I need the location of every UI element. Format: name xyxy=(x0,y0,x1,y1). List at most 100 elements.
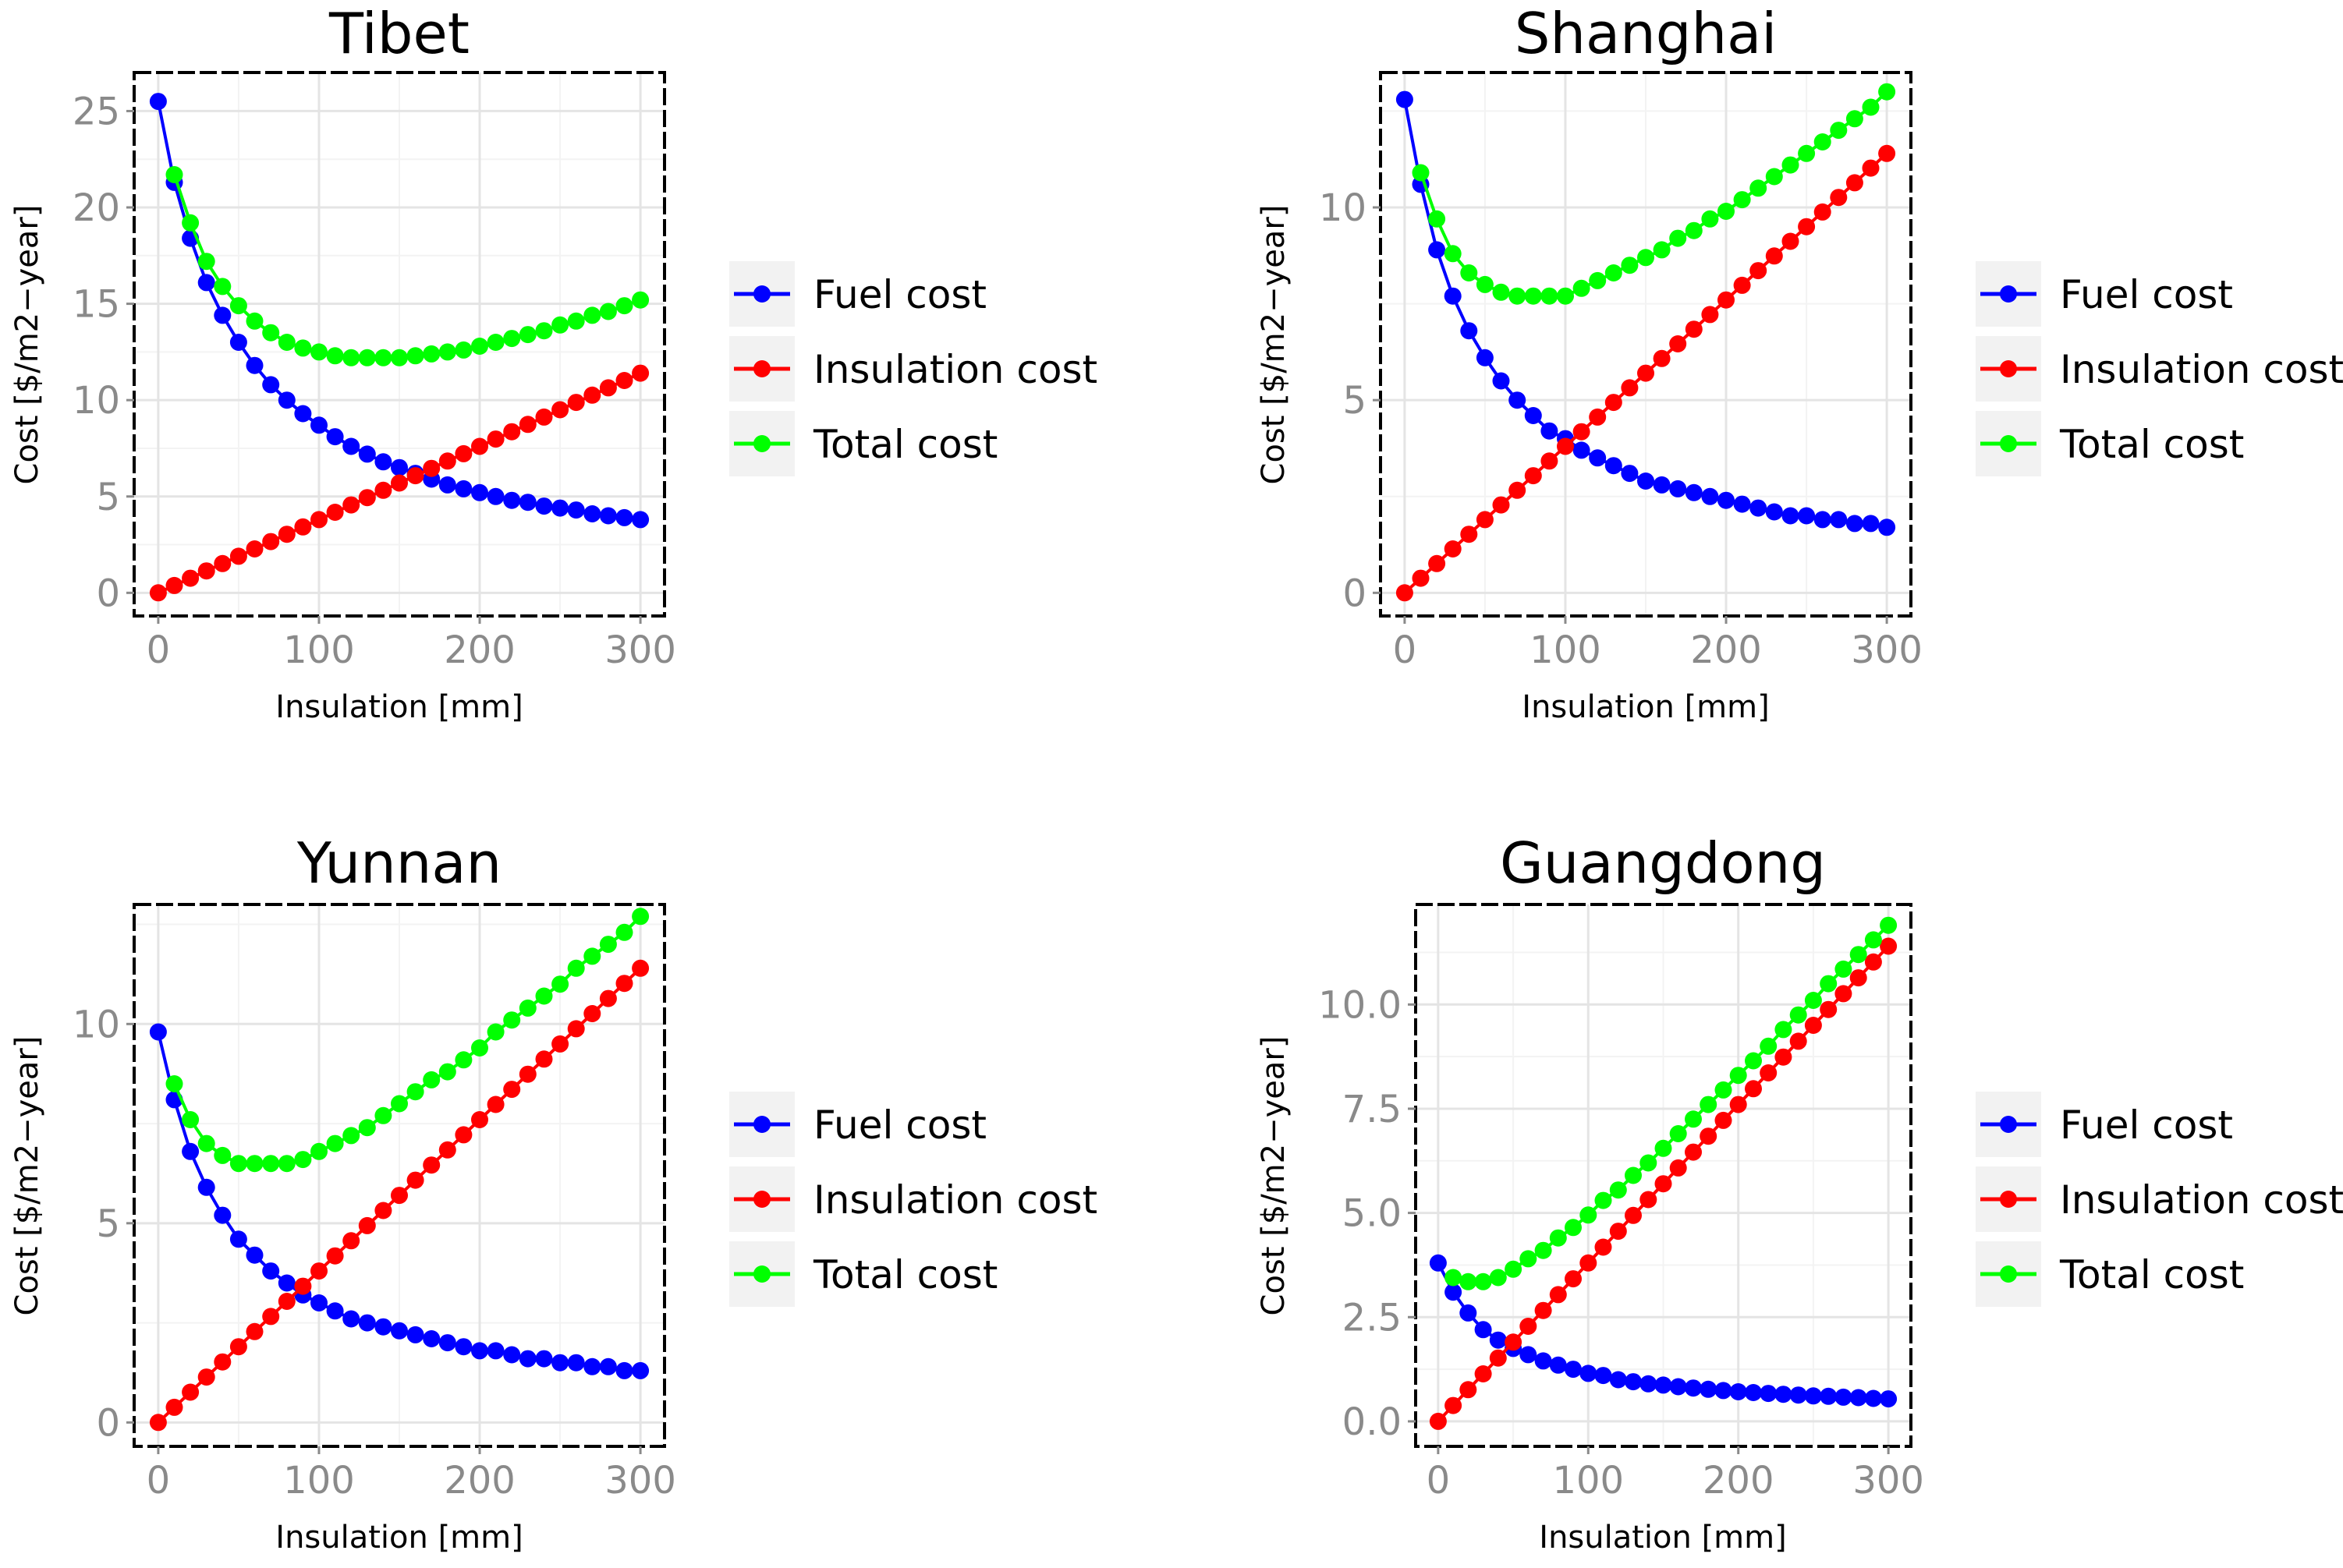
data-point xyxy=(294,405,312,423)
data-point xyxy=(1474,1321,1492,1339)
data-point xyxy=(1579,1254,1597,1272)
data-point xyxy=(487,334,505,351)
data-point xyxy=(1789,1032,1807,1050)
data-point xyxy=(1813,133,1831,150)
data-point xyxy=(229,297,247,315)
y-tick-label: 15 xyxy=(73,283,120,327)
data-point xyxy=(1534,1352,1552,1370)
data-point xyxy=(1878,144,1896,162)
y-tick-label: 5 xyxy=(1342,379,1366,423)
data-point xyxy=(1804,992,1822,1009)
y-tick-label: 0 xyxy=(1342,572,1366,615)
data-point xyxy=(1565,1361,1582,1379)
data-point xyxy=(1798,144,1816,162)
data-point xyxy=(1505,1333,1522,1351)
data-point xyxy=(182,214,200,232)
data-point xyxy=(1845,174,1863,192)
data-point xyxy=(182,1111,200,1128)
data-point xyxy=(519,1065,537,1083)
data-point xyxy=(615,923,633,941)
data-point xyxy=(214,1206,232,1224)
data-point xyxy=(1594,1191,1612,1209)
data-point xyxy=(1717,491,1735,509)
data-point xyxy=(1729,1383,1747,1400)
data-point xyxy=(1508,287,1526,305)
data-point xyxy=(455,1126,473,1144)
data-point xyxy=(1669,229,1687,247)
y-tick-label: 2.5 xyxy=(1342,1296,1402,1340)
data-point xyxy=(1489,1331,1507,1349)
x-tick-label: 300 xyxy=(604,628,676,672)
data-point xyxy=(358,1216,376,1234)
data-point xyxy=(262,324,280,342)
data-point xyxy=(535,987,553,1005)
data-point xyxy=(487,1023,505,1041)
data-point xyxy=(1830,189,1848,207)
chart-title: Shanghai xyxy=(1515,1,1778,66)
data-point xyxy=(214,554,232,572)
legend: Fuel cost Insulation cost Total cost xyxy=(729,261,1097,476)
legend-key-point xyxy=(753,1191,771,1208)
data-point xyxy=(599,1357,617,1375)
data-point xyxy=(278,526,296,543)
data-point xyxy=(1834,985,1852,1003)
data-point xyxy=(1572,279,1590,297)
data-point xyxy=(149,584,167,602)
data-point xyxy=(471,437,488,455)
data-point xyxy=(1609,1371,1627,1389)
y-axis-label: Cost [$/m2−year] xyxy=(9,1036,45,1316)
data-point xyxy=(1604,394,1622,412)
data-point xyxy=(551,499,569,517)
data-point xyxy=(1460,264,1478,281)
data-point xyxy=(182,1383,200,1401)
data-point xyxy=(246,1246,264,1264)
data-point xyxy=(1444,540,1462,557)
x-tick-label: 200 xyxy=(444,628,516,672)
data-point xyxy=(438,1063,456,1081)
legend-label: Total cost xyxy=(2059,1252,2244,1297)
data-point xyxy=(1749,499,1767,517)
data-point xyxy=(1589,408,1607,426)
data-point xyxy=(455,1051,473,1069)
x-tick-label: 100 xyxy=(283,1459,355,1503)
data-point xyxy=(1880,937,1898,955)
data-point xyxy=(1717,203,1735,220)
data-point xyxy=(567,312,585,330)
data-point xyxy=(391,458,408,476)
data-point xyxy=(1685,1110,1702,1128)
data-point xyxy=(1765,503,1783,521)
data-point xyxy=(1572,441,1590,459)
data-point xyxy=(326,504,344,521)
x-axis-label: Insulation [mm] xyxy=(275,689,523,725)
data-point xyxy=(310,1262,328,1280)
data-point xyxy=(632,511,650,529)
data-point xyxy=(1476,349,1494,366)
legend-key-point xyxy=(2000,1191,2017,1208)
y-tick-label: 25 xyxy=(73,90,120,133)
plot-area: 0 100 200 300 0 5 10 xyxy=(73,903,676,1503)
data-point xyxy=(229,334,247,351)
data-point xyxy=(1524,407,1542,424)
data-point xyxy=(1549,1286,1567,1304)
data-point xyxy=(599,989,617,1007)
data-point xyxy=(358,349,376,366)
data-point xyxy=(1460,526,1478,543)
data-point xyxy=(471,1039,488,1057)
data-point xyxy=(165,1075,183,1092)
data-point xyxy=(1654,1139,1672,1157)
data-point xyxy=(519,999,537,1017)
panel-guangdong: Guangdong Insulation [mm] Cost [$/m2−yea… xyxy=(1256,830,2343,1556)
data-point xyxy=(406,1171,424,1189)
y-tick-label: 5 xyxy=(96,1202,120,1246)
data-point xyxy=(471,1342,488,1360)
data-point xyxy=(165,1398,183,1416)
data-point xyxy=(1654,1175,1672,1193)
data-point xyxy=(214,1146,232,1164)
data-point xyxy=(1428,554,1446,572)
data-point xyxy=(1714,1081,1732,1099)
data-point xyxy=(567,1354,585,1372)
data-point xyxy=(1519,1346,1537,1364)
data-point xyxy=(1781,232,1799,250)
data-point xyxy=(1717,291,1735,309)
x-axis-label: Insulation [mm] xyxy=(1539,1520,1786,1556)
